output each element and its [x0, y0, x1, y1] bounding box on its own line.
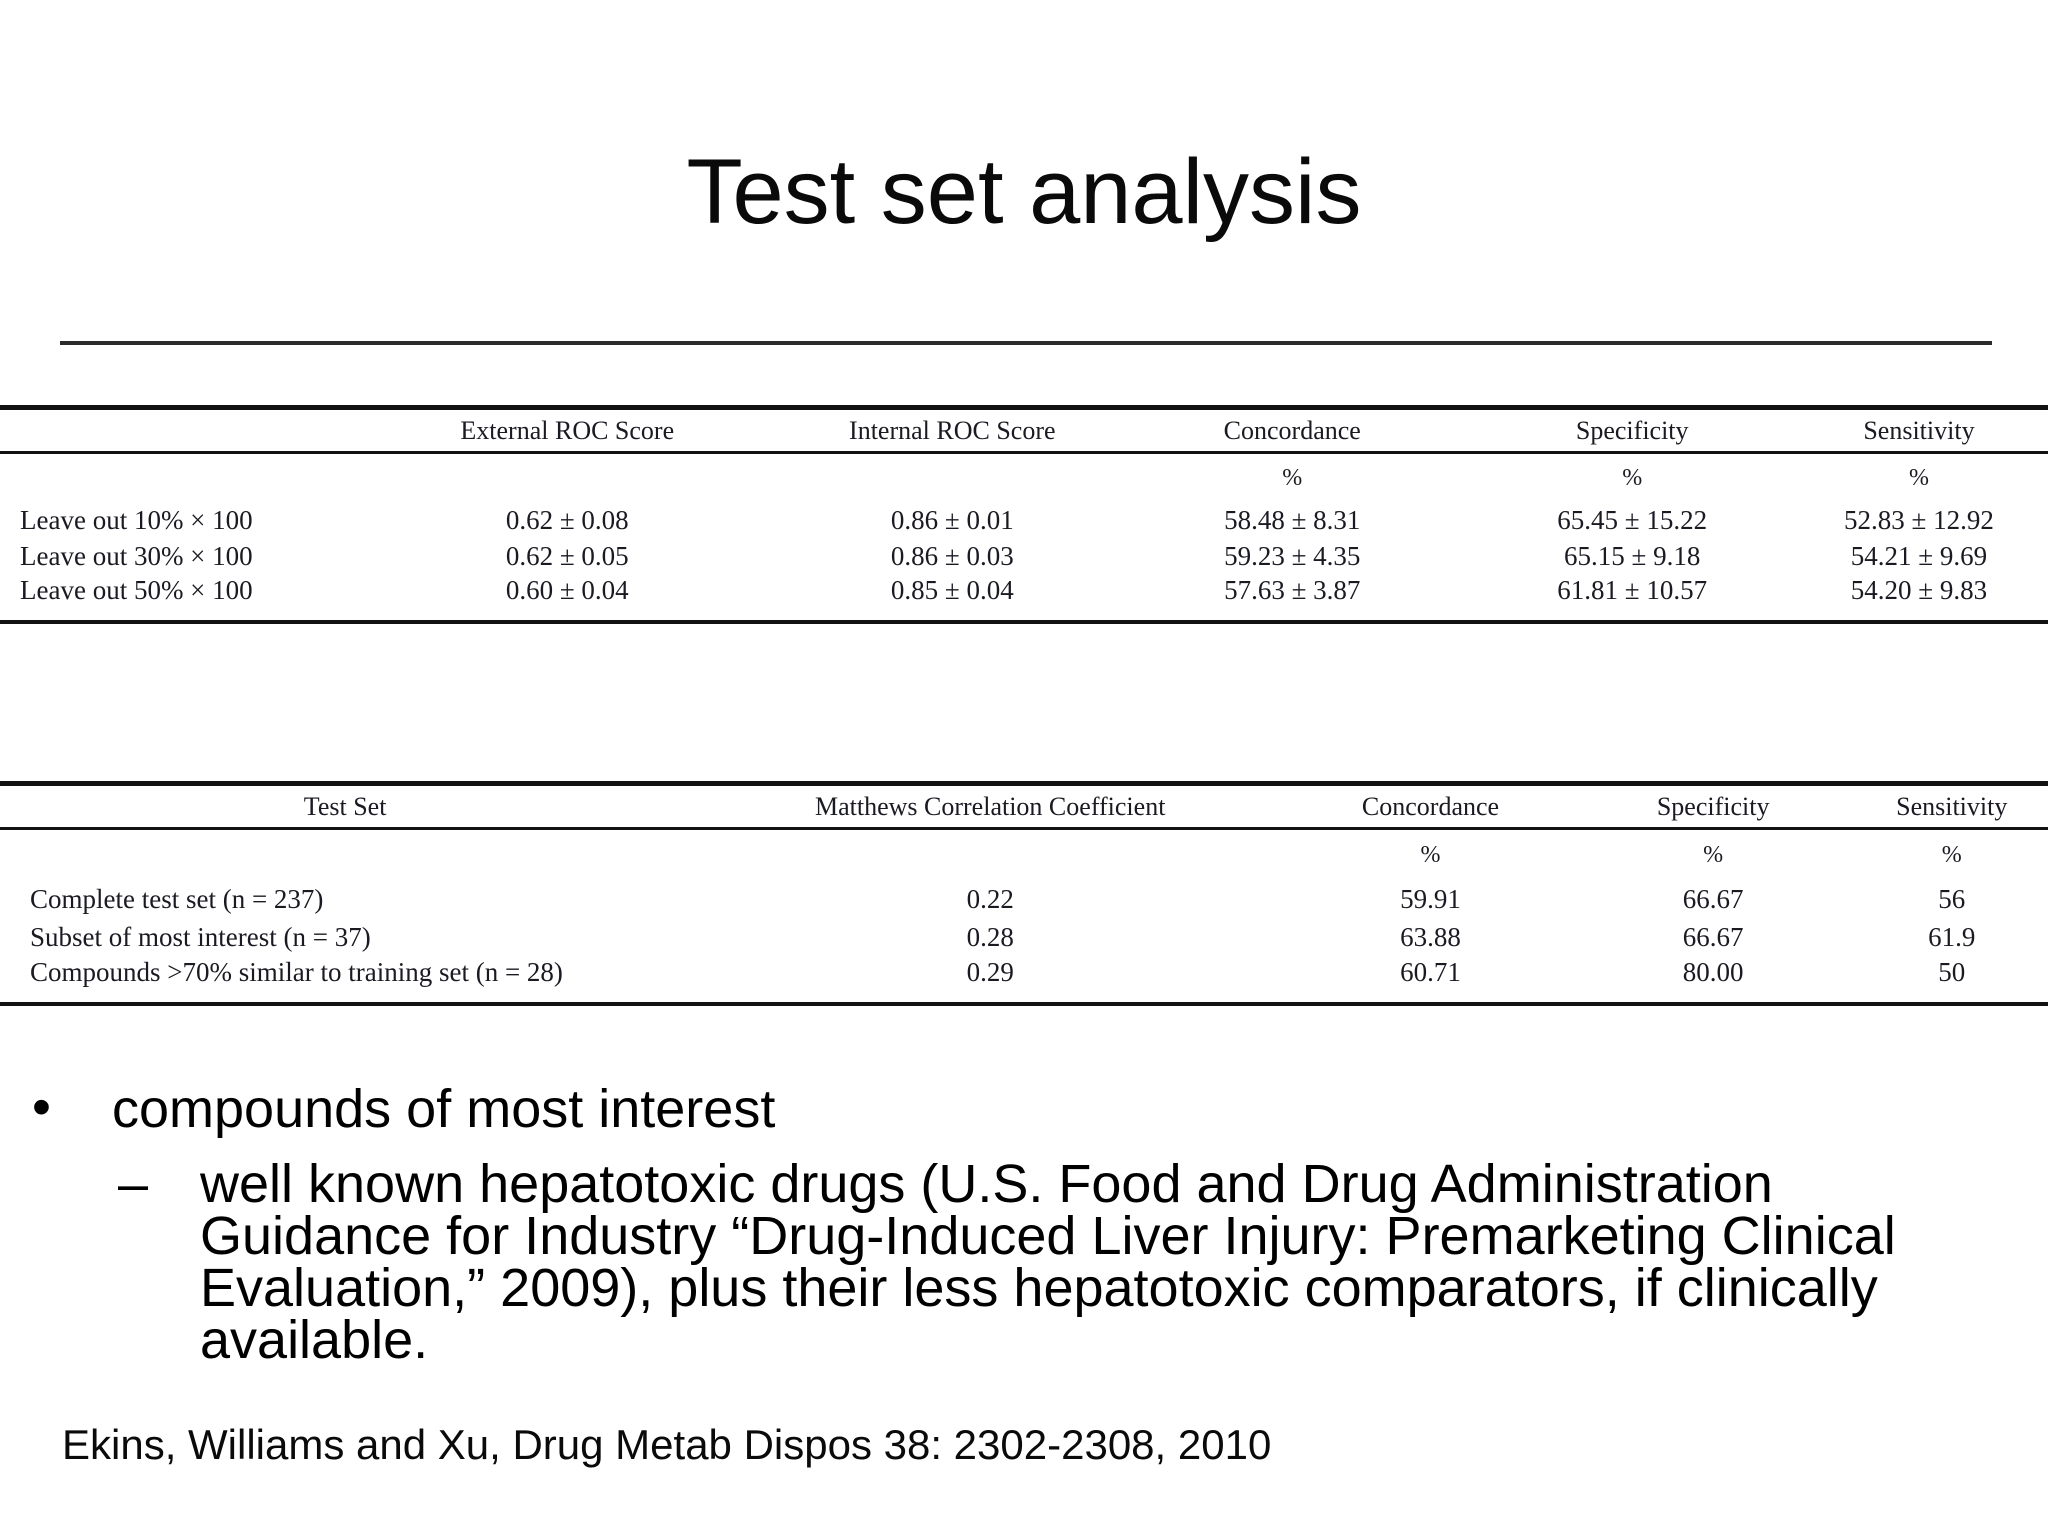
bullet-marker: •	[32, 1077, 51, 1137]
table1-cell-sensitivity: 54.21 ± 9.69	[1850, 541, 1988, 571]
sub-bullet-line: available.	[200, 1310, 429, 1370]
table2-unit-percent: %	[1941, 841, 1962, 868]
table1-header-concordance: Concordance	[1223, 415, 1361, 445]
sub-bullet-line: Evaluation,” 2009), plus their less hepa…	[200, 1258, 1878, 1318]
citation-text: Ekins, Williams and Xu, Drug Metab Dispo…	[62, 1421, 1272, 1468]
table1-cell-internal-roc: 0.86 ± 0.03	[890, 541, 1014, 571]
table1-header-specificity: Specificity	[1575, 415, 1689, 445]
table2-header-test-set: Test Set	[303, 791, 387, 821]
table-row: Leave out 30% × 100 0.62 ± 0.05 0.86 ± 0…	[0, 539, 2048, 575]
table1-unit-empty	[795, 453, 1110, 503]
table2-unit-empty	[690, 829, 1290, 881]
table1-cell-internal-roc: 0.85 ± 0.04	[890, 574, 1014, 605]
table2-cell-mcc: 0.22	[966, 884, 1014, 914]
table1-cell-sensitivity: 54.20 ± 9.83	[1850, 574, 1988, 605]
table1-cell-concordance: 57.63 ± 3.87	[1224, 574, 1361, 605]
table1-unit-row: % % %	[0, 453, 2048, 503]
table1-header-internal-roc: Internal ROC Score	[849, 415, 1056, 445]
test-set-table: Test Set Matthews Correlation Coefficien…	[0, 781, 2048, 1006]
sub-bullet-line: well known hepatotoxic drugs (U.S. Food …	[200, 1154, 1773, 1214]
title-divider-line	[60, 341, 1992, 345]
table1-cell-concordance: 59.23 ± 4.35	[1224, 541, 1361, 571]
table2-cell-specificity: 66.67	[1682, 884, 1744, 914]
table2-cell-sensitivity: 56	[1938, 884, 1966, 914]
table2-unit-percent: %	[1703, 841, 1724, 868]
table2-row-label: Subset of most interest (n = 37)	[30, 922, 371, 952]
table1-cell-concordance: 58.48 ± 8.31	[1224, 505, 1361, 535]
sub-bullet-dash: –	[118, 1154, 149, 1214]
page-title: Test set analysis	[686, 141, 1362, 243]
table-row: Compounds >70% similar to training set (…	[0, 957, 2048, 1004]
table1-cell-sensitivity: 52.83 ± 12.92	[1844, 505, 1994, 535]
table2-unit-empty	[0, 829, 690, 881]
table2-cell-mcc: 0.29	[966, 956, 1014, 987]
table2-header-mcc: Matthews Correlation Coefficient	[814, 791, 1166, 821]
table2-header-row: Test Set Matthews Correlation Coefficien…	[0, 784, 2048, 829]
table-row: Leave out 50% × 100 0.60 ± 0.04 0.85 ± 0…	[0, 575, 2048, 622]
table2-cell-sensitivity: 50	[1938, 956, 1966, 987]
cross-validation-table-grid: External ROC Score Internal ROC Score Co…	[0, 405, 2048, 624]
table1-row-label: Leave out 50% × 100	[20, 574, 253, 605]
table1-cell-external-roc: 0.60 ± 0.04	[505, 574, 629, 605]
table1-row-label: Leave out 10% × 100	[20, 505, 253, 535]
table2-cell-concordance: 63.88	[1400, 922, 1461, 952]
table2-cell-mcc: 0.28	[966, 922, 1014, 952]
sub-bullet-text: well known hepatotoxic drugs (U.S. Food …	[200, 1154, 1896, 1370]
table1-header-row: External ROC Score Internal ROC Score Co…	[0, 408, 2048, 453]
bullet-main-text: compounds of most interest	[112, 1079, 776, 1139]
table1-unit-percent: %	[1622, 464, 1643, 491]
table2-cell-specificity: 80.00	[1682, 956, 1744, 987]
table1-cell-specificity: 65.15 ± 9.18	[1564, 541, 1701, 571]
table1-unit-empty	[0, 453, 340, 503]
table2-header-concordance: Concordance	[1361, 791, 1500, 821]
table-row: Leave out 10% × 100 0.62 ± 0.08 0.86 ± 0…	[0, 503, 2048, 539]
sub-bullet-line: Guidance for Industry “Drug-Induced Live…	[200, 1206, 1896, 1266]
table2-header-sensitivity: Sensitivity	[1896, 791, 2008, 821]
table1-unit-percent: %	[1908, 464, 1929, 491]
table2-header-specificity: Specificity	[1656, 791, 1770, 821]
table1-cell-internal-roc: 0.86 ± 0.01	[890, 505, 1014, 535]
table1-unit-percent: %	[1282, 464, 1303, 491]
table1-header-empty	[0, 408, 340, 453]
table1-cell-specificity: 65.45 ± 15.22	[1557, 505, 1708, 535]
cross-validation-table: External ROC Score Internal ROC Score Co…	[0, 405, 2048, 624]
test-set-table-grid: Test Set Matthews Correlation Coefficien…	[0, 781, 2048, 1006]
table2-cell-concordance: 59.91	[1400, 884, 1461, 914]
table2-cell-sensitivity: 61.9	[1928, 922, 1976, 952]
table2-cell-specificity: 66.67	[1682, 922, 1744, 952]
table1-row-label: Leave out 30% × 100	[20, 541, 253, 571]
table2-cell-concordance: 60.71	[1400, 956, 1461, 987]
table1-cell-external-roc: 0.62 ± 0.08	[505, 505, 629, 535]
table1-cell-specificity: 61.81 ± 10.57	[1557, 574, 1708, 605]
table1-header-sensitivity: Sensitivity	[1863, 415, 1975, 445]
table2-row-label: Complete test set (n = 237)	[30, 884, 324, 914]
table2-row-label: Compounds >70% similar to training set (…	[30, 956, 563, 987]
table-row: Complete test set (n = 237) 0.22 59.91 6…	[0, 881, 2048, 919]
table1-unit-empty	[340, 453, 795, 503]
table2-unit-percent: %	[1420, 841, 1441, 868]
table-row: Subset of most interest (n = 37) 0.28 63…	[0, 919, 2048, 957]
table2-unit-row: % % %	[0, 829, 2048, 881]
table1-cell-external-roc: 0.62 ± 0.05	[505, 541, 629, 571]
table1-header-external-roc: External ROC Score	[460, 415, 675, 445]
